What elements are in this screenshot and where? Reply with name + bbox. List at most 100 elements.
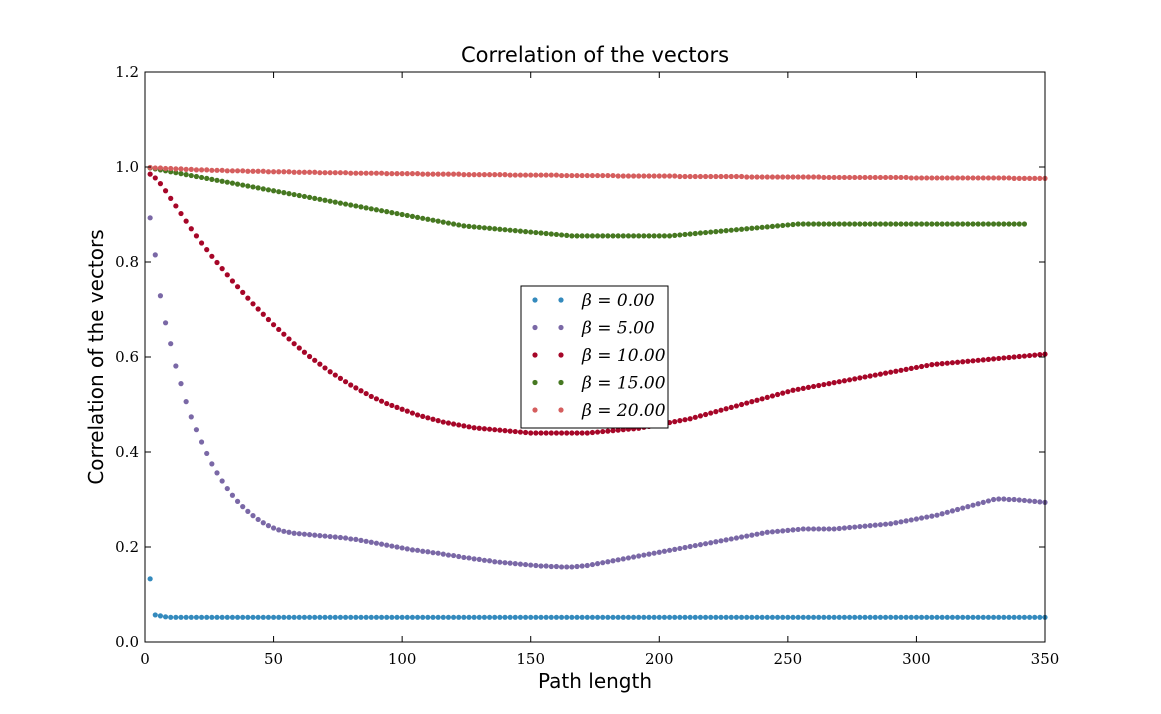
data-point <box>620 173 626 179</box>
data-point <box>255 516 261 523</box>
data-point <box>270 169 277 175</box>
data-point <box>774 391 781 398</box>
data-point <box>435 418 441 424</box>
data-point <box>872 614 878 620</box>
y-tick-label: 0.2 <box>115 538 139 556</box>
data-point <box>594 614 601 620</box>
data-point <box>507 560 513 566</box>
data-point <box>692 614 698 620</box>
data-point <box>882 174 889 181</box>
data-point <box>522 429 529 436</box>
data-point <box>620 233 626 239</box>
data-point <box>204 247 210 253</box>
data-point <box>924 175 930 181</box>
data-point <box>862 374 868 380</box>
data-point <box>224 614 230 620</box>
data-point <box>389 614 395 620</box>
data-point <box>168 614 174 620</box>
data-point <box>769 614 776 620</box>
data-point <box>466 555 472 561</box>
data-point <box>852 174 858 181</box>
data-point <box>497 427 503 433</box>
data-point <box>810 383 817 390</box>
data-point <box>687 173 693 180</box>
data-point <box>954 359 961 365</box>
data-point <box>723 406 729 412</box>
data-point <box>944 221 950 227</box>
data-point <box>831 614 837 620</box>
data-point <box>250 301 256 307</box>
data-point <box>368 206 374 212</box>
data-point <box>584 233 590 239</box>
data-point <box>996 175 1002 181</box>
data-point <box>420 215 426 221</box>
data-point <box>317 614 323 620</box>
data-point <box>224 179 230 185</box>
data-point <box>846 377 853 383</box>
data-point <box>1026 498 1033 504</box>
data-point <box>708 173 714 180</box>
data-point <box>738 614 745 620</box>
data-point <box>733 614 740 620</box>
data-point <box>641 552 647 558</box>
data-point <box>543 563 549 569</box>
data-point <box>152 252 158 258</box>
data-point <box>250 168 256 174</box>
data-point <box>528 172 534 178</box>
data-point <box>522 614 529 620</box>
data-point <box>975 357 981 363</box>
data-point <box>178 381 184 387</box>
data-point <box>363 614 369 620</box>
data-point <box>471 556 477 562</box>
data-point <box>1006 614 1012 620</box>
data-point <box>404 408 410 414</box>
data-point <box>507 172 513 178</box>
data-point <box>404 171 410 177</box>
data-point <box>368 393 374 400</box>
data-point <box>368 614 374 620</box>
data-point <box>697 614 704 620</box>
data-point <box>430 416 436 422</box>
data-point <box>708 410 714 416</box>
data-point <box>173 166 179 172</box>
data-point <box>368 539 374 545</box>
data-point <box>790 614 796 620</box>
data-point <box>898 367 904 373</box>
data-point <box>826 221 832 227</box>
data-point <box>790 387 796 393</box>
data-point <box>918 363 925 370</box>
data-point <box>183 166 189 172</box>
data-point <box>214 177 220 183</box>
data-point <box>270 322 277 328</box>
data-point <box>497 172 503 178</box>
data-point <box>944 175 950 181</box>
data-point <box>209 176 215 182</box>
data-point <box>409 410 416 416</box>
y-tick-label: 1.0 <box>115 158 139 176</box>
data-point <box>348 614 354 620</box>
data-point <box>1006 175 1012 181</box>
data-point <box>394 544 400 550</box>
data-point <box>805 614 812 620</box>
data-point <box>723 614 729 620</box>
data-point <box>1037 614 1043 620</box>
data-point <box>646 551 652 557</box>
data-point <box>322 614 328 620</box>
data-point <box>764 394 770 400</box>
data-point <box>471 614 477 620</box>
data-point <box>276 169 282 175</box>
data-point <box>677 173 683 180</box>
data-point <box>877 614 884 620</box>
data-point <box>708 540 714 546</box>
data-point <box>198 167 205 173</box>
data-point <box>481 172 488 178</box>
data-point <box>394 614 400 620</box>
data-point <box>898 174 904 181</box>
data-point <box>306 614 313 620</box>
data-point <box>918 175 925 181</box>
data-point <box>996 496 1002 502</box>
data-point <box>399 545 405 551</box>
data-point <box>723 537 729 543</box>
data-point <box>600 428 606 435</box>
data-point <box>810 526 817 532</box>
